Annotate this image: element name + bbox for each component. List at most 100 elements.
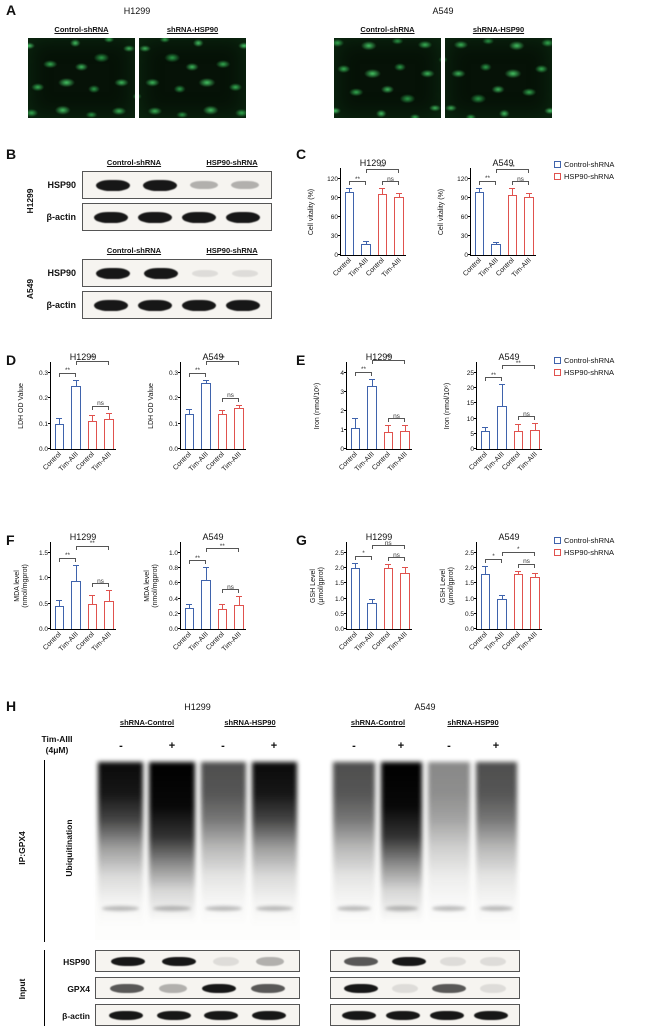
error-bar-cap bbox=[186, 408, 193, 410]
ip-bracket-line bbox=[44, 760, 45, 942]
bar-tim-aiii bbox=[104, 418, 114, 449]
protein-band-medium bbox=[109, 983, 144, 993]
input-blot-box-bactin bbox=[330, 1004, 520, 1026]
y-tick-label: 2.0 bbox=[334, 565, 344, 573]
chart-title: H1299 bbox=[365, 352, 393, 362]
error-bar bbox=[404, 568, 406, 573]
error-bar bbox=[398, 193, 400, 198]
y-tick-mark bbox=[48, 628, 51, 629]
panel-a-group-h1299: H1299 Control-shRNA shRNA-HSP90 bbox=[28, 6, 246, 118]
error-bar-cap bbox=[498, 594, 505, 596]
significance-label: ** bbox=[89, 355, 95, 363]
bar-tim-aiii bbox=[400, 572, 410, 629]
y-tick-label: 0.2 bbox=[168, 395, 178, 403]
ubiquitination-smear-blot bbox=[330, 760, 520, 940]
significance-bracket: ns bbox=[371, 540, 405, 550]
error-bar-cap bbox=[515, 570, 522, 572]
protein-band-faint bbox=[158, 983, 187, 993]
error-bar-cap bbox=[379, 188, 386, 190]
bar-control bbox=[344, 191, 354, 255]
input-label: Input bbox=[17, 978, 27, 1000]
error-bar-cap bbox=[498, 384, 505, 386]
input-blot-box-hsp90 bbox=[330, 950, 520, 972]
significance-bracket: ns bbox=[382, 176, 399, 186]
y-tick-label: 10 bbox=[466, 415, 474, 423]
significance-label: ** bbox=[194, 554, 201, 562]
plot-area: 0.0 0.1 0.2 0.3 ** ** ns bbox=[169, 356, 246, 453]
y-tick-mark bbox=[468, 216, 471, 217]
protein-band-strong bbox=[226, 211, 260, 223]
significance-label: ns bbox=[393, 551, 400, 559]
y-tick-mark bbox=[178, 567, 181, 569]
protein-band-strong bbox=[202, 983, 237, 993]
y-tick-label: 20 bbox=[466, 385, 474, 393]
chart-D-H1299: H1299 LDH OD Value 0.0 0.1 0.2 0.3 ** ** ns Contr… bbox=[14, 352, 116, 484]
protein-band-trace bbox=[232, 269, 258, 277]
ubiquitination-smear-blot bbox=[95, 760, 300, 940]
legend: Control-shRNA HSP90-shRNA bbox=[554, 356, 614, 380]
significance-bracket: ** bbox=[205, 543, 239, 553]
significance-label: ns bbox=[517, 175, 524, 183]
y-tick-mark bbox=[474, 372, 477, 373]
error-bar bbox=[371, 600, 373, 604]
y-tick-mark bbox=[474, 597, 477, 599]
chart-E-A549: A549 Iron (nmol/10⁶) 0 5 10 15 20 25 ** ** ns Contr… bbox=[440, 352, 542, 484]
error-bar-cap bbox=[476, 187, 483, 189]
ip-gpx4-label: IP:GPX4 bbox=[17, 831, 27, 865]
significance-label: ns bbox=[227, 392, 234, 400]
legend-swatch-red bbox=[554, 173, 561, 180]
error-bar bbox=[59, 601, 61, 607]
y-tick-mark bbox=[344, 582, 347, 584]
significance-bracket: ** bbox=[501, 360, 535, 370]
legend-item-control-shrna: Control-shRNA bbox=[554, 536, 614, 545]
y-tick-label: 0.0 bbox=[38, 446, 48, 453]
error-bar-cap bbox=[492, 241, 499, 243]
treatment-sign: + bbox=[168, 740, 176, 752]
bar-control bbox=[507, 195, 517, 255]
y-tick-mark bbox=[338, 235, 341, 236]
y-tick-mark bbox=[178, 448, 181, 449]
y-tick-label: 1.0 bbox=[334, 595, 344, 603]
x-axis-labels: Control Tim-AIII Control Tim-AIII bbox=[42, 630, 116, 664]
error-bar bbox=[512, 189, 514, 196]
y-tick-label: 0.5 bbox=[334, 610, 344, 618]
y-tick-label: 5 bbox=[470, 430, 474, 438]
bar-tim-aiii bbox=[104, 601, 114, 629]
x-axis-labels: Control Tim-AIII Control Tim-AIII bbox=[332, 256, 406, 290]
subcolumn-label: shRNA-HSP90 bbox=[224, 718, 276, 727]
bar-tim-aiii bbox=[497, 598, 507, 629]
chart-G-A549: A549 GSH Level (μmol/gprot) 0.0 0.5 1.0 1.5 2.… bbox=[440, 532, 542, 664]
error-bar-cap bbox=[202, 379, 209, 381]
protein-band-strong bbox=[430, 1010, 464, 1020]
significance-label: ns bbox=[384, 539, 392, 547]
bar-control bbox=[54, 606, 64, 629]
significance-bracket: ns bbox=[388, 552, 405, 562]
y-tick-label: 120 bbox=[327, 176, 338, 183]
error-bar-cap bbox=[482, 426, 489, 428]
protein-band-strong bbox=[138, 211, 172, 223]
chart-body: MDA level (nmol/mgprot) 0.0 0.2 0.4 0.6 0.8 1.… bbox=[144, 542, 246, 633]
significance-bracket: ** bbox=[485, 372, 502, 382]
protein-band-strong bbox=[226, 299, 260, 311]
input-blot-box-hsp90 bbox=[95, 950, 300, 972]
y-tick-mark bbox=[474, 582, 477, 584]
y-axis-label-text: Iron (nmol/10⁶) bbox=[313, 382, 321, 430]
y-tick-mark bbox=[338, 178, 341, 179]
input-blot-box-bactin bbox=[95, 1004, 300, 1026]
significance-bracket: ns bbox=[388, 413, 405, 423]
error-bar-cap bbox=[395, 192, 402, 194]
significance-label: ** bbox=[490, 371, 497, 379]
chart-cell-vitality-h1299: H1299 Cell vitality (%) 0 30 60 90 120 ** ** ns Co… bbox=[304, 158, 406, 290]
error-bar bbox=[388, 426, 390, 432]
y-tick-mark bbox=[474, 552, 477, 553]
y-tick-label: 0.1 bbox=[168, 420, 178, 428]
chart-body: GSH Level (μmol/gprot) 0.0 0.5 1.0 1.5 2.0 2.5… bbox=[440, 542, 542, 633]
bar-tim-aiii bbox=[367, 386, 377, 449]
error-bar-cap bbox=[219, 603, 226, 605]
treatment-sign: - bbox=[221, 740, 225, 752]
fluorescence-image bbox=[334, 38, 441, 118]
bar-tim-aiii bbox=[201, 383, 211, 449]
significance-bracket: * bbox=[355, 551, 372, 560]
y-tick-mark bbox=[468, 254, 471, 255]
bar-tim-aiii bbox=[361, 243, 371, 255]
